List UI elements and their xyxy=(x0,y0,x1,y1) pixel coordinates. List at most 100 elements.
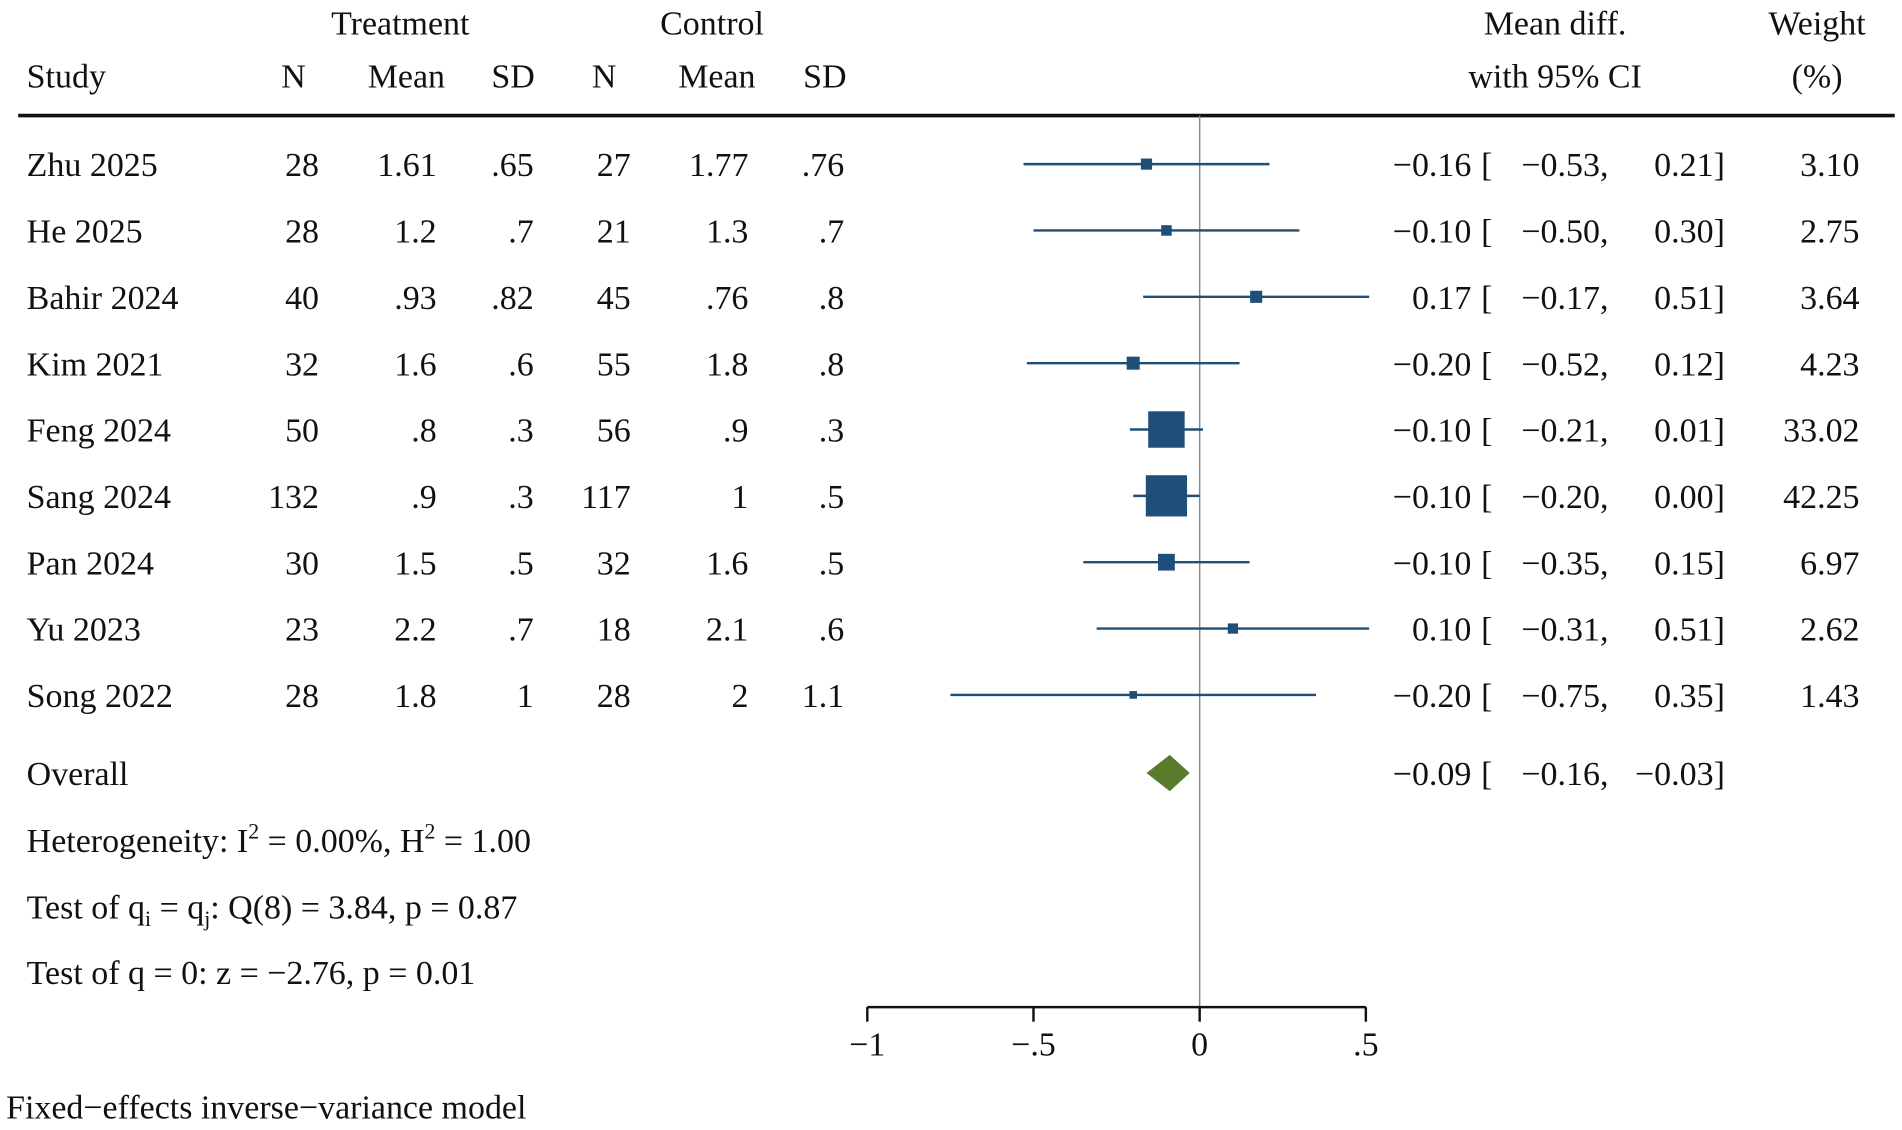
overall-estimate: −0.09 xyxy=(1393,756,1472,793)
cell-cn: 45 xyxy=(597,280,631,317)
study-row: Bahir 2024 40 .93 .82 45 .76 .8 0.17 [−0.17, 0.51… xyxy=(27,280,1860,317)
cell-tsd: .7 xyxy=(508,214,533,251)
ci-lower: −0.50, xyxy=(1521,214,1608,251)
header-ci: with 95% CI xyxy=(1468,59,1642,96)
cell-cmean: 1.77 xyxy=(689,147,748,184)
cell-tn: 40 xyxy=(285,280,319,317)
study-rows: Zhu 2025 28 1.61.65 27 1.77.76 −0.16[−0.53, 0.… xyxy=(27,147,1860,793)
ci-open-bracket: [ xyxy=(1481,413,1492,450)
cell-tn: 50 xyxy=(285,413,319,450)
ci-open-bracket: [ xyxy=(1481,147,1492,184)
cell-csd: .5 xyxy=(819,479,844,516)
effect-marker xyxy=(1158,553,1175,571)
study-row: Zhu 2025 28 1.61 .65 27 1.77 .76 −0.16[−0.53, 0.… xyxy=(27,147,1860,184)
ci-lower: −0.35, xyxy=(1521,545,1608,582)
ci-open-bracket: [ xyxy=(1481,479,1492,516)
cell-cmean: 1 xyxy=(731,479,748,516)
cell-tmean: 1.61 xyxy=(377,147,436,184)
cell-tmean: 2.2 xyxy=(394,612,436,649)
cell-cn: 117 xyxy=(581,479,631,516)
cell-tsd: .7 xyxy=(508,612,533,649)
axis-tick-label: .5 xyxy=(1353,1027,1378,1064)
axis-tick-label: −1 xyxy=(849,1027,885,1064)
ci-upper: 0.12] xyxy=(1654,346,1725,383)
header-c-mean: Mean xyxy=(678,59,755,96)
ci-lower: −0.17, xyxy=(1521,280,1608,317)
study-name: He 2025 xyxy=(27,214,143,251)
study-name: Pan 2024 xyxy=(27,545,154,582)
effect-marker xyxy=(1161,225,1172,236)
cell-tsd: .82 xyxy=(491,280,533,317)
ci-open-bracket: [ xyxy=(1481,346,1492,383)
cell-cmean: .9 xyxy=(723,413,748,450)
cell-csd: 1.1 xyxy=(802,678,844,715)
weight-value: 33.02 xyxy=(1783,413,1859,450)
overall-ci-upper: −0.03] xyxy=(1635,756,1725,793)
ci-lower: −0.75, xyxy=(1521,678,1608,715)
x-axis: −1 −.5 0 .5 xyxy=(849,1005,1379,1064)
cell-csd: .6 xyxy=(819,612,844,649)
cell-cn: 56 xyxy=(597,413,631,450)
cell-tsd: .65 xyxy=(491,147,533,184)
effect-estimate: −0.10 xyxy=(1393,545,1472,582)
effect-estimate: −0.10 xyxy=(1393,214,1472,251)
effect-marker xyxy=(1129,691,1137,699)
cell-tsd: .3 xyxy=(508,413,533,450)
study-row: Feng 2024 50 .8 .3 56 .9 .3 −0.10[−0.21, 0.01] 33… xyxy=(27,411,1860,450)
cell-cmean: 1.6 xyxy=(706,545,748,582)
overall-row: Overall −0.09[−0.16, −0.03] xyxy=(27,754,1725,793)
header-treatment: Treatment xyxy=(331,5,470,42)
header-t-sd: SD xyxy=(491,59,534,96)
cell-tn: 28 xyxy=(285,147,319,184)
study-row: Sang 2024 132 .9 .3 117 1 .5 −0.10[−0.20, 0.00] 4… xyxy=(27,475,1860,517)
overall-diamond xyxy=(1146,754,1190,792)
cell-cn: 21 xyxy=(597,214,631,251)
effect-marker xyxy=(1126,356,1140,370)
header-weight-pct: (%) xyxy=(1792,59,1843,96)
cell-cn: 18 xyxy=(597,612,631,649)
study-name: Feng 2024 xyxy=(27,413,171,450)
ci-open-bracket: [ xyxy=(1481,678,1492,715)
ci-upper: 0.21] xyxy=(1654,147,1725,184)
weight-value: 3.64 xyxy=(1800,280,1859,317)
cell-cn: 28 xyxy=(597,678,631,715)
ci-open-bracket: [ xyxy=(1481,756,1492,793)
study-name: Sang 2024 xyxy=(27,479,171,516)
test-q-text: Test of qi = qj: Q(8) = 3.84, p = 0.87 xyxy=(27,890,518,931)
cell-tn: 28 xyxy=(285,214,319,251)
header-effect: Mean diff. xyxy=(1484,5,1627,42)
weight-value: 2.75 xyxy=(1800,214,1859,251)
cell-cmean: 1.3 xyxy=(706,214,748,251)
cell-cmean: .76 xyxy=(706,280,748,317)
header-c-n: N xyxy=(592,59,617,96)
cell-tmean: 1.2 xyxy=(394,214,436,251)
study-name: Bahir 2024 xyxy=(27,280,179,317)
cell-tn: 32 xyxy=(285,346,319,383)
effect-marker xyxy=(1148,411,1185,448)
cell-cmean: 1.8 xyxy=(706,346,748,383)
study-name: Yu 2023 xyxy=(27,612,141,649)
ci-lower: −0.20, xyxy=(1521,479,1608,516)
cell-tsd: .3 xyxy=(508,479,533,516)
study-row: Yu 2023 23 2.2 .7 18 2.1 .6 0.10 [−0.31, 0.51] 2.6… xyxy=(27,612,1860,649)
header-c-sd: SD xyxy=(803,59,846,96)
ci-upper: 0.51] xyxy=(1654,280,1725,317)
effect-marker xyxy=(1140,158,1153,170)
header-t-n: N xyxy=(281,59,306,96)
ci-upper: 0.30] xyxy=(1654,214,1725,251)
weight-value: 3.10 xyxy=(1800,147,1859,184)
cell-cn: 32 xyxy=(597,545,631,582)
study-row: Kim 2021 32 1.6 .6 55 1.8 .8 −0.20[−0.52, 0.12] 4… xyxy=(27,346,1860,383)
effect-estimate: −0.10 xyxy=(1393,479,1472,516)
weight-value: 6.97 xyxy=(1800,545,1859,582)
test-z-text: Test of q = 0: z = −2.76, p = 0.01 xyxy=(27,955,476,992)
cell-tsd: .6 xyxy=(508,346,533,383)
cell-tn: 23 xyxy=(285,612,319,649)
ci-open-bracket: [ xyxy=(1481,280,1492,317)
study-name: Song 2022 xyxy=(27,678,173,715)
cell-tmean: 1.6 xyxy=(394,346,436,383)
header-weight: Weight xyxy=(1768,5,1866,42)
cell-csd: .7 xyxy=(819,214,844,251)
cell-cmean: 2.1 xyxy=(706,612,748,649)
